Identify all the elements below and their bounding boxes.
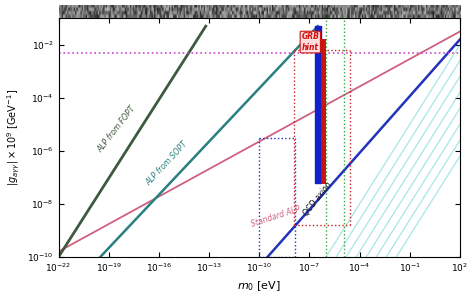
Text: ALP from FOPT: ALP from FOPT [96, 105, 138, 155]
Y-axis label: $|g_{a\gamma\gamma}| \times 10^9$ [GeV$^{-1}$]: $|g_{a\gamma\gamma}| \times 10^9$ [GeV$^… [6, 89, 22, 186]
Text: GRB
hint: GRB hint [301, 32, 319, 52]
Text: ALP from SOPT: ALP from SOPT [145, 140, 190, 188]
Text: Standard ALP: Standard ALP [250, 205, 302, 229]
Text: QCD axion: QCD axion [302, 180, 334, 217]
X-axis label: $m_0$ [eV]: $m_0$ [eV] [237, 280, 281, 293]
